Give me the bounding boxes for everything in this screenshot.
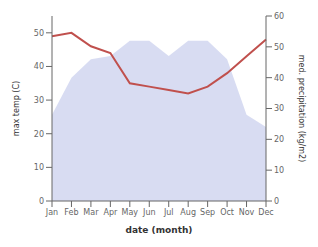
svg-text:Mar: Mar (83, 208, 99, 217)
svg-text:May: May (122, 208, 139, 217)
svg-text:0: 0 (39, 197, 44, 206)
svg-text:Oct: Oct (220, 208, 234, 217)
svg-text:10: 10 (274, 166, 284, 175)
svg-text:20: 20 (34, 130, 44, 139)
svg-text:max temp (C): max temp (C) (12, 81, 21, 136)
svg-text:50: 50 (34, 29, 44, 38)
svg-text:Dec: Dec (258, 208, 273, 217)
svg-text:Feb: Feb (64, 208, 78, 217)
svg-text:Aug: Aug (180, 208, 196, 217)
svg-text:Sep: Sep (200, 208, 215, 217)
svg-text:Jul: Jul (163, 208, 174, 217)
svg-text:40: 40 (34, 62, 44, 71)
svg-text:date (month): date (month) (126, 225, 193, 235)
svg-text:20: 20 (274, 135, 284, 144)
svg-text:50: 50 (274, 43, 284, 52)
svg-text:Jun: Jun (142, 208, 156, 217)
svg-text:10: 10 (34, 163, 44, 172)
svg-text:30: 30 (34, 96, 44, 105)
svg-text:40: 40 (274, 74, 284, 83)
svg-text:Apr: Apr (103, 208, 118, 217)
svg-text:med. precipitation (kg/m2): med. precipitation (kg/m2) (297, 55, 306, 162)
svg-text:0: 0 (274, 197, 279, 206)
svg-text:60: 60 (274, 12, 284, 21)
svg-text:Nov: Nov (239, 208, 255, 217)
svg-text:30: 30 (274, 104, 284, 113)
svg-text:Jan: Jan (45, 208, 58, 217)
